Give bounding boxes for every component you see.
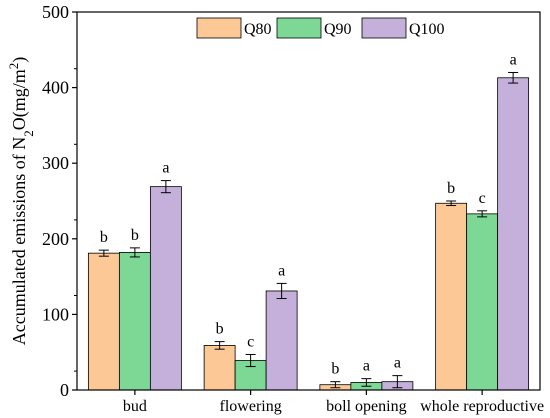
y-axis-title-subscript: 2 — [21, 130, 36, 137]
y-axis-title: Accumulated emissions of N2O(mg/m2) — [6, 57, 36, 345]
y-tick-label: 400 — [42, 78, 69, 98]
legend-label-q80: Q80 — [244, 21, 272, 38]
axes: 0 100 200 300 400 500 bud flowering boll opening… — [42, 2, 544, 415]
bar-q80 — [203, 344, 236, 391]
bar-q80 — [87, 252, 120, 391]
significance-letter: c — [479, 190, 486, 207]
legend-label-q100: Q100 — [409, 21, 445, 38]
bar-q100 — [265, 290, 298, 391]
bar-q80 — [435, 202, 468, 391]
y-tick-label: 0 — [60, 380, 69, 400]
legend-label-q90: Q90 — [324, 21, 352, 38]
x-tick-label: whole reproductive — [420, 398, 544, 415]
bar-q100 — [497, 77, 530, 391]
legend-swatch-q80 — [196, 17, 242, 39]
x-tick-label: boll opening — [326, 398, 406, 415]
significance-letter: a — [363, 358, 370, 375]
significance-letter: b — [100, 229, 108, 246]
significance-letter: a — [162, 160, 169, 177]
y-tick-label: 100 — [42, 304, 69, 324]
legend-swatch-q100 — [361, 17, 407, 39]
significance-letter: b — [131, 227, 139, 244]
y-tick-label: 500 — [42, 2, 69, 22]
legend: Q80 Q90 Q100 — [196, 17, 445, 39]
y-axis-title-mid: O(mg/m — [9, 69, 30, 130]
y-axis-title-superscript: 2 — [6, 63, 21, 70]
y-tick-label: 200 — [42, 229, 69, 249]
significance-letter: b — [331, 361, 339, 378]
bar-q90 — [118, 252, 151, 391]
y-axis-title-main: Accumulated emissions of N — [9, 137, 29, 345]
bar-q100 — [149, 186, 182, 391]
significance-letter: a — [394, 355, 401, 372]
significance-letter: b — [447, 180, 455, 197]
significance-letter: a — [510, 51, 517, 68]
significance-letter: a — [278, 262, 285, 279]
x-tick-label: flowering — [220, 398, 282, 415]
significance-letter: b — [216, 321, 224, 338]
plot-frame — [76, 11, 541, 391]
bar-q90 — [466, 213, 499, 391]
y-tick-label: 300 — [42, 153, 69, 173]
y-axis-title-end: ) — [9, 57, 30, 63]
significance-letter: c — [247, 333, 254, 350]
legend-swatch-q90 — [276, 17, 322, 39]
x-tick-label: bud — [123, 398, 147, 415]
plot-area: b b a b c a b a a b c a — [87, 51, 530, 391]
